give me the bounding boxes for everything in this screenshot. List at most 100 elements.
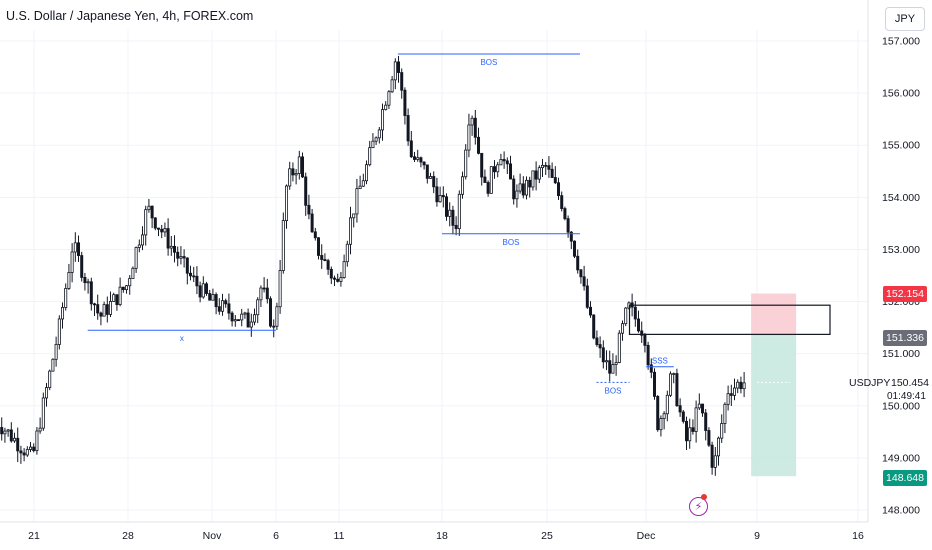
y-tick-label: 155.000 bbox=[882, 140, 920, 152]
candle-body bbox=[352, 213, 356, 219]
candle-body bbox=[329, 268, 333, 279]
candle-body bbox=[358, 185, 362, 190]
annotation-label: BOS bbox=[480, 58, 497, 67]
candle-body bbox=[560, 195, 564, 209]
candle-body bbox=[153, 217, 157, 229]
candle-body bbox=[384, 104, 388, 110]
candle-body bbox=[701, 403, 705, 414]
candle-body bbox=[390, 79, 394, 93]
candle-body bbox=[275, 306, 279, 327]
y-tick-label: 151.000 bbox=[882, 348, 920, 360]
candle-body bbox=[336, 278, 340, 282]
candle-body bbox=[297, 156, 301, 174]
candle-body bbox=[6, 429, 10, 432]
candle-body bbox=[662, 413, 666, 419]
candle-body bbox=[406, 115, 410, 142]
candle-body bbox=[573, 240, 577, 257]
candle-body bbox=[432, 176, 436, 188]
y-tick-label: 156.000 bbox=[882, 88, 920, 100]
candle-body bbox=[118, 286, 122, 305]
candle-body bbox=[422, 161, 426, 166]
candle-body bbox=[13, 437, 17, 442]
candle-body bbox=[246, 312, 250, 328]
candle-body bbox=[195, 275, 199, 287]
candle-body bbox=[249, 321, 253, 328]
x-tick-label: Dec bbox=[637, 530, 656, 542]
y-tick-label: 150.000 bbox=[882, 400, 920, 412]
flash-icon[interactable]: ⚡ bbox=[689, 497, 708, 516]
candle-body bbox=[624, 307, 628, 325]
candle-body bbox=[409, 140, 413, 158]
target-price-tag: 148.648 bbox=[883, 470, 927, 486]
candle-body bbox=[105, 304, 109, 315]
candle-body bbox=[173, 245, 177, 253]
candle-body bbox=[150, 205, 154, 219]
candle-body bbox=[685, 420, 689, 442]
candle-body bbox=[121, 286, 125, 291]
candle-body bbox=[681, 411, 685, 422]
candle-body bbox=[512, 178, 516, 200]
candle-body bbox=[221, 300, 225, 312]
candle-body bbox=[381, 109, 385, 131]
candle-body bbox=[528, 179, 532, 188]
candle-body bbox=[278, 270, 282, 308]
candle-body bbox=[301, 156, 305, 178]
candle-body bbox=[723, 403, 727, 424]
candle-body bbox=[217, 306, 221, 312]
currency-selector[interactable]: JPY bbox=[885, 7, 925, 31]
candle-body bbox=[678, 405, 682, 413]
candle-body bbox=[419, 157, 423, 163]
candle-body bbox=[345, 243, 349, 263]
candle-body bbox=[182, 256, 186, 259]
candle-body bbox=[317, 237, 321, 256]
candle-body bbox=[509, 163, 513, 180]
grid-lines bbox=[0, 30, 868, 522]
candle-body bbox=[486, 182, 490, 194]
candle-body bbox=[93, 303, 97, 306]
candle-body bbox=[576, 255, 580, 271]
candle-body bbox=[425, 164, 429, 179]
candle-body bbox=[387, 91, 391, 106]
candle-body bbox=[589, 306, 593, 316]
candle-body bbox=[272, 325, 276, 328]
candle-body bbox=[22, 452, 26, 456]
candle-body bbox=[147, 205, 151, 211]
candle-body bbox=[393, 61, 397, 81]
candle-body bbox=[467, 124, 471, 151]
annotation-label: BOS bbox=[503, 238, 520, 247]
candle-body bbox=[233, 319, 237, 322]
candle-body bbox=[0, 427, 4, 435]
candle-body bbox=[441, 195, 445, 198]
candle-body bbox=[736, 381, 740, 389]
candle-body bbox=[83, 277, 87, 284]
candle-body bbox=[672, 373, 676, 375]
chart-title: U.S. Dollar / Japanese Yen, 4h, FOREX.co… bbox=[6, 9, 254, 23]
candle-body bbox=[713, 455, 717, 468]
candle-body bbox=[617, 332, 621, 363]
candle-body bbox=[464, 149, 468, 178]
candle-body bbox=[128, 278, 132, 287]
candle-body bbox=[198, 285, 202, 298]
candle-body bbox=[633, 306, 637, 320]
candle-body bbox=[3, 430, 7, 435]
candle-body bbox=[192, 275, 196, 278]
y-tick-label: 149.000 bbox=[882, 452, 920, 464]
candle-body bbox=[371, 140, 375, 149]
candle-body bbox=[413, 156, 417, 160]
candle-body bbox=[125, 285, 129, 291]
candle-body bbox=[579, 269, 583, 278]
candle-body bbox=[397, 61, 401, 73]
candle-body bbox=[205, 283, 209, 294]
candle-body bbox=[659, 418, 663, 431]
candle-body bbox=[38, 427, 42, 432]
candle-body bbox=[320, 255, 324, 260]
candle-body bbox=[518, 183, 522, 192]
candle-body bbox=[649, 364, 653, 373]
candle-body bbox=[326, 260, 330, 270]
x-tick-label: 18 bbox=[436, 530, 448, 542]
candle-body bbox=[304, 176, 308, 206]
candle-body bbox=[646, 344, 650, 366]
stop-price-tag: 152.154 bbox=[883, 286, 927, 302]
candle-body bbox=[227, 303, 231, 314]
